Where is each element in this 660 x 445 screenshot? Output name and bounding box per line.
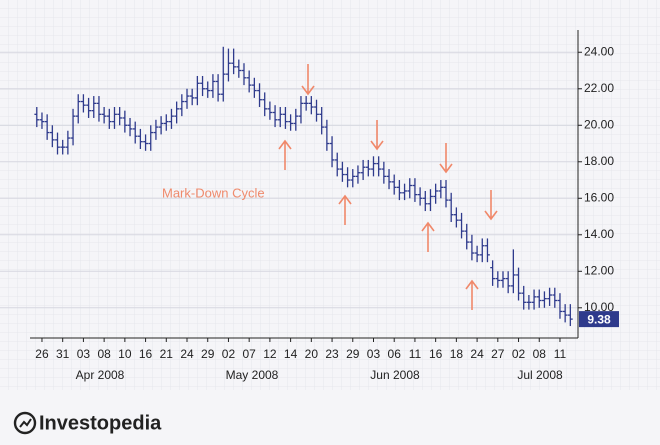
x-tick-label: 16 <box>139 347 153 361</box>
bars <box>34 46 573 327</box>
x-tick-label: 12 <box>263 347 277 361</box>
y-tick-label: 14.00 <box>584 227 614 241</box>
y-tick-label: 12.00 <box>584 263 614 277</box>
x-tick-label: 03 <box>367 347 381 361</box>
y-tick-label: 20.00 <box>584 117 614 131</box>
month-label: May 2008 <box>226 368 279 382</box>
y-tick-label: 22.00 <box>584 81 614 95</box>
last-price-label: 9.38 <box>587 312 611 326</box>
month-label: Jul 2008 <box>517 368 563 382</box>
x-tick-label: 18 <box>450 347 464 361</box>
x-tick-label: 08 <box>533 347 547 361</box>
x-tick-label: 29 <box>346 347 360 361</box>
last-price-box <box>579 311 619 328</box>
y-tick-label: 24.00 <box>584 44 614 58</box>
x-tick-label: 02 <box>222 347 236 361</box>
arrows <box>278 64 498 310</box>
x-tick-label: 27 <box>491 347 505 361</box>
x-tick-label: 16 <box>429 347 443 361</box>
x-tick-label: 02 <box>512 347 526 361</box>
x-tick-label: 03 <box>77 347 91 361</box>
x-tick-label: 29 <box>201 347 215 361</box>
x-tick-label: 20 <box>305 347 319 361</box>
x-tick-label: 07 <box>242 347 256 361</box>
x-tick-label: 10 <box>118 347 132 361</box>
grid <box>0 51 578 309</box>
fine-grid <box>0 0 660 390</box>
x-tick-label: 24 <box>180 347 194 361</box>
logo: Investopedia <box>13 411 162 434</box>
x-tick-label: 24 <box>470 347 484 361</box>
brand: Investopedia <box>39 412 162 434</box>
month-label: Jun 2008 <box>370 368 420 382</box>
x-tick-label: 14 <box>284 347 298 361</box>
x-tick-label: 21 <box>160 347 174 361</box>
y-tick-label: 10.00 <box>584 300 614 314</box>
month-label: Apr 2008 <box>76 368 125 382</box>
x-tick-label: 11 <box>409 347 422 361</box>
x-tick-label: 23 <box>325 347 339 361</box>
x-tick-label: 11 <box>554 347 567 361</box>
x-tick-label: 06 <box>388 347 402 361</box>
annotation: Mark-Down Cycle <box>162 185 265 200</box>
y-tick-label: 16.00 <box>584 190 614 204</box>
x-tick-label: 31 <box>56 347 70 361</box>
x-tick-label: 08 <box>97 347 111 361</box>
x-tick-label: 26 <box>35 347 49 361</box>
y-tick-label: 18.00 <box>584 154 614 168</box>
